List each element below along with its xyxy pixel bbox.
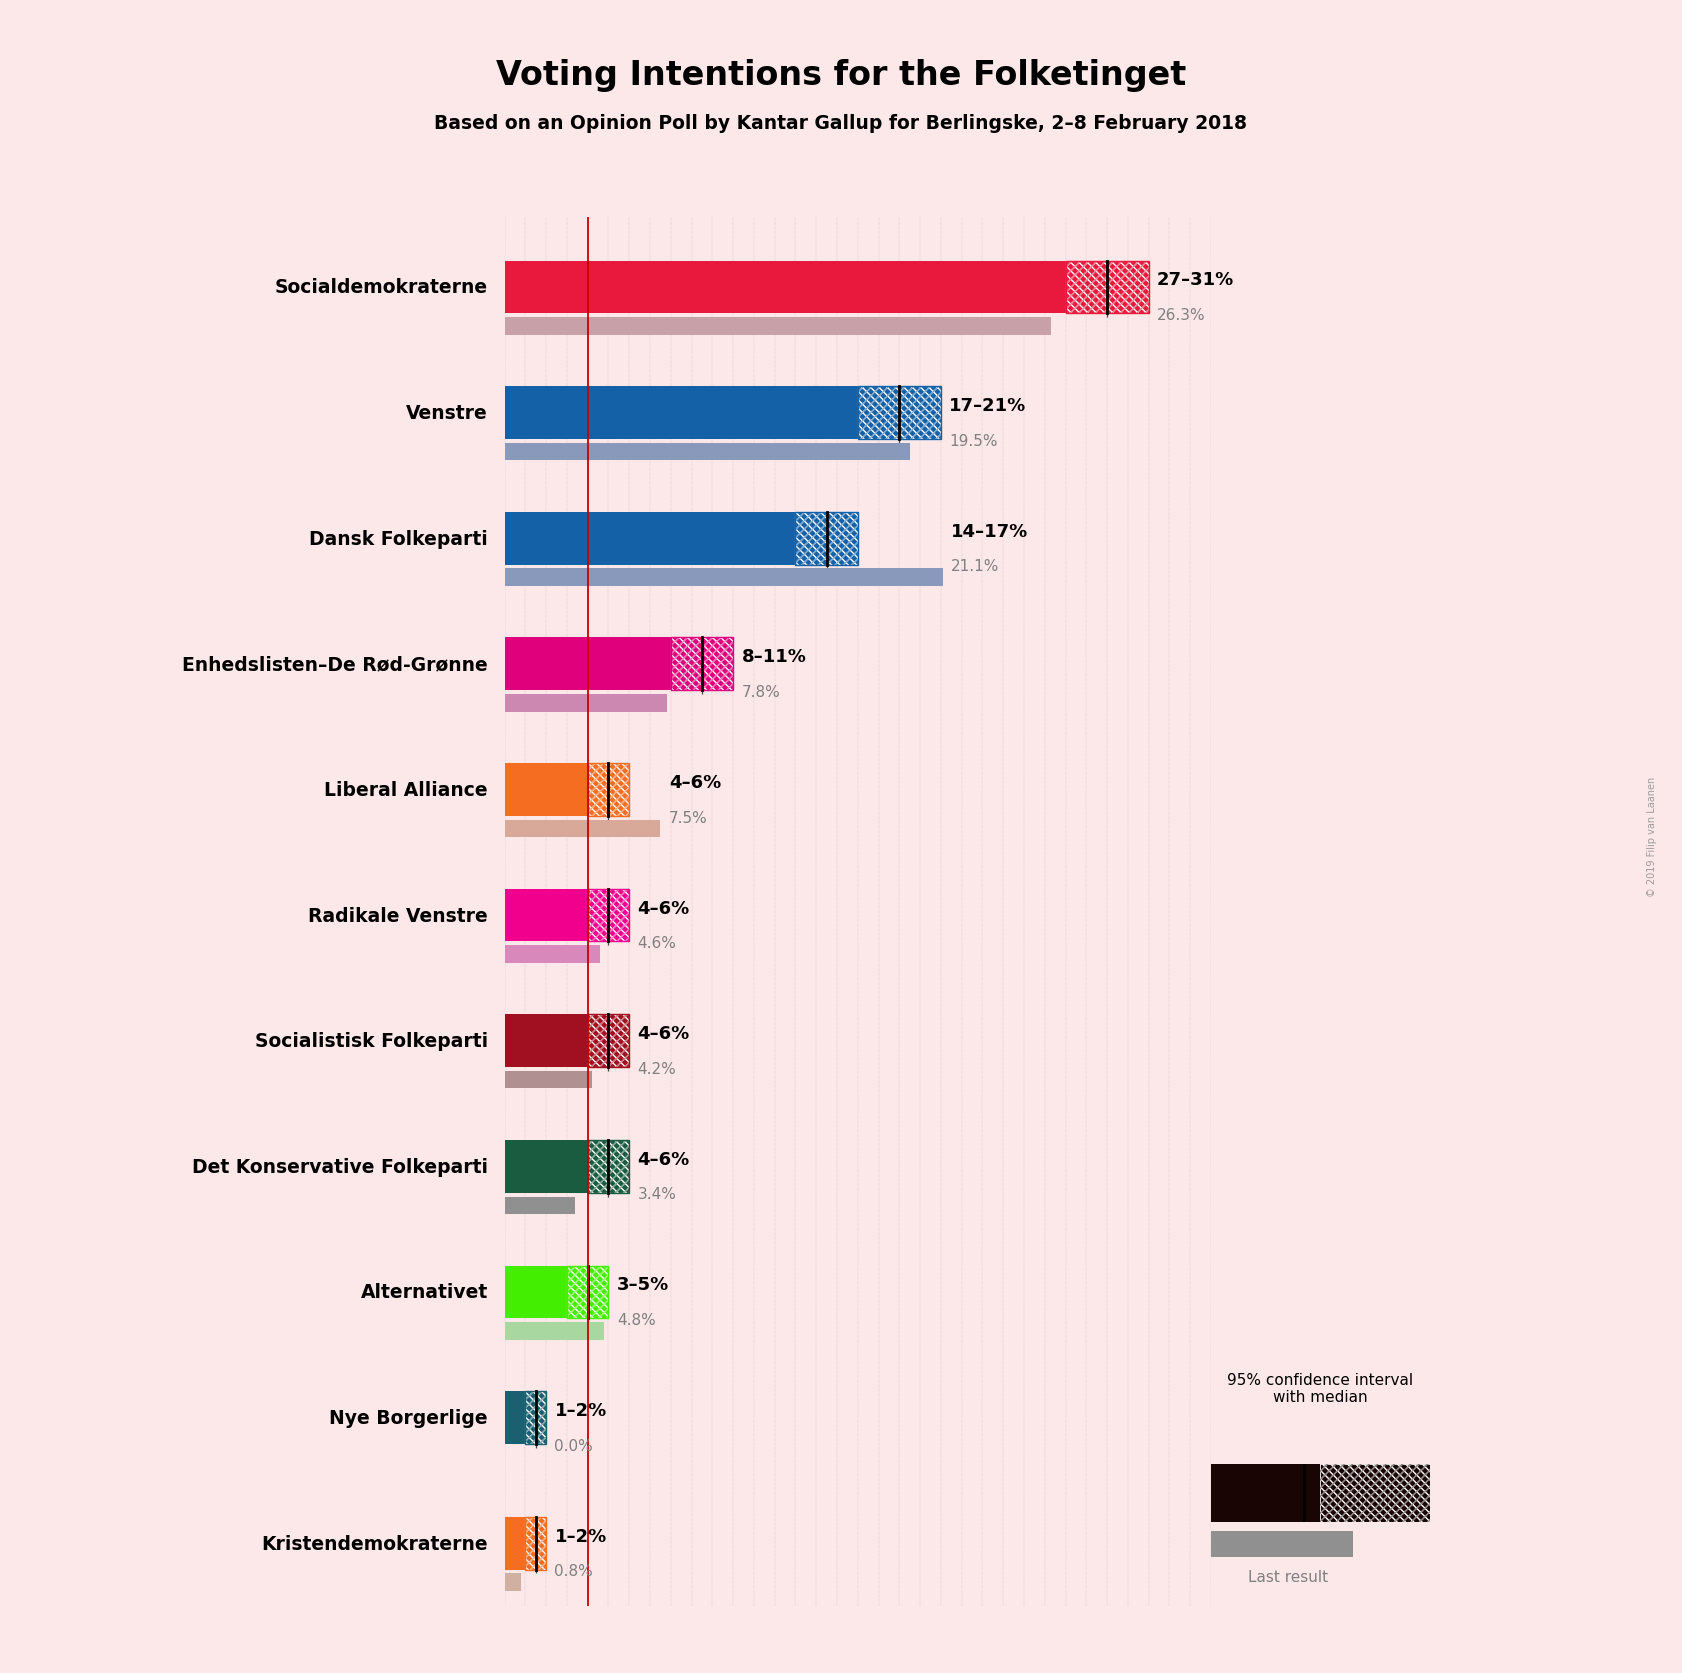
Bar <box>671 637 733 691</box>
Text: Alternativet: Alternativet <box>360 1283 488 1302</box>
Bar <box>505 386 858 440</box>
Bar <box>525 1392 547 1444</box>
Bar <box>587 888 629 942</box>
Bar <box>505 512 796 565</box>
Text: 19.5%: 19.5% <box>949 433 997 448</box>
Text: 8–11%: 8–11% <box>742 647 806 666</box>
Text: 21.1%: 21.1% <box>952 559 999 574</box>
Text: 4.6%: 4.6% <box>637 935 676 950</box>
Text: 17–21%: 17–21% <box>949 397 1026 415</box>
Text: Dansk Folkeparti: Dansk Folkeparti <box>309 529 488 549</box>
Bar <box>587 1141 629 1193</box>
Bar <box>587 1016 629 1067</box>
Bar <box>567 1266 609 1318</box>
Text: Enhedslisten–De Rød-Grønne: Enhedslisten–De Rød-Grønne <box>182 654 488 674</box>
Text: 4–6%: 4–6% <box>637 1149 690 1168</box>
Text: 95% confidence interval
with median: 95% confidence interval with median <box>1228 1372 1413 1404</box>
Text: Det Konservative Folkeparti: Det Konservative Folkeparti <box>192 1158 488 1176</box>
Bar <box>525 1392 547 1444</box>
Bar <box>505 1392 525 1444</box>
Text: Voting Intentions for the Folketinget: Voting Intentions for the Folketinget <box>496 59 1186 92</box>
Text: Liberal Alliance: Liberal Alliance <box>325 781 488 800</box>
Text: Last result: Last result <box>1248 1569 1327 1584</box>
Bar <box>587 1141 629 1193</box>
Text: 3–5%: 3–5% <box>617 1276 669 1293</box>
Text: 27–31%: 27–31% <box>1157 271 1235 289</box>
Bar <box>587 763 629 816</box>
Bar <box>587 1016 629 1067</box>
Bar <box>587 1141 629 1193</box>
Text: Kristendemokraterne: Kristendemokraterne <box>261 1534 488 1553</box>
Text: Venstre: Venstre <box>405 403 488 423</box>
Text: Nye Borgerlige: Nye Borgerlige <box>330 1409 488 1427</box>
Bar <box>567 1266 609 1318</box>
Bar <box>587 888 629 942</box>
Text: 1–2%: 1–2% <box>555 1527 607 1544</box>
Text: 0.8%: 0.8% <box>555 1564 594 1578</box>
Bar <box>505 888 587 942</box>
Bar <box>858 386 940 440</box>
Text: 1–2%: 1–2% <box>555 1402 607 1419</box>
Bar <box>505 1196 575 1215</box>
Bar <box>858 386 940 440</box>
Bar <box>505 1016 587 1067</box>
Text: © 2019 Filip van Laanen: © 2019 Filip van Laanen <box>1647 776 1657 897</box>
Bar <box>567 1266 609 1318</box>
Bar <box>858 386 940 440</box>
Bar <box>525 1517 547 1569</box>
Bar <box>505 1573 521 1591</box>
Bar <box>525 1517 547 1569</box>
Text: 26.3%: 26.3% <box>1157 308 1206 323</box>
Bar <box>505 569 944 587</box>
Text: Socialistisk Folkeparti: Socialistisk Folkeparti <box>254 1032 488 1051</box>
Text: Socialdemokraterne: Socialdemokraterne <box>274 278 488 298</box>
Bar <box>505 694 666 713</box>
Bar <box>525 1392 547 1444</box>
Bar <box>1066 261 1149 315</box>
Bar <box>505 763 587 816</box>
Bar <box>505 1071 592 1089</box>
Text: 4–6%: 4–6% <box>637 898 690 917</box>
Bar <box>1066 261 1149 315</box>
Bar <box>587 1016 629 1067</box>
Bar <box>671 637 733 691</box>
Bar <box>505 443 910 462</box>
Bar <box>796 512 858 565</box>
Text: 7.8%: 7.8% <box>742 684 780 699</box>
Bar <box>505 945 600 964</box>
Text: 4–6%: 4–6% <box>669 773 722 791</box>
Bar <box>505 820 661 838</box>
Text: Radikale Venstre: Radikale Venstre <box>308 907 488 925</box>
Bar <box>505 1141 587 1193</box>
Bar <box>1066 261 1149 315</box>
Text: 4.2%: 4.2% <box>637 1061 676 1076</box>
Text: 0.0%: 0.0% <box>555 1437 594 1452</box>
Bar <box>505 1517 525 1569</box>
Bar <box>671 637 733 691</box>
Bar <box>505 637 671 691</box>
Bar <box>587 888 629 942</box>
Bar <box>505 1266 567 1318</box>
Bar <box>587 763 629 816</box>
Bar <box>505 1322 604 1340</box>
Bar <box>505 318 1051 336</box>
Text: 4.8%: 4.8% <box>617 1312 656 1327</box>
Bar <box>505 261 1066 315</box>
Text: Based on an Opinion Poll by Kantar Gallup for Berlingske, 2–8 February 2018: Based on an Opinion Poll by Kantar Gallu… <box>434 114 1248 132</box>
Text: 4–6%: 4–6% <box>637 1024 690 1042</box>
Bar <box>587 763 629 816</box>
Bar <box>796 512 858 565</box>
Text: 3.4%: 3.4% <box>637 1186 676 1201</box>
Text: 14–17%: 14–17% <box>952 522 1029 540</box>
Bar <box>796 512 858 565</box>
Bar <box>525 1517 547 1569</box>
Text: 7.5%: 7.5% <box>669 810 708 825</box>
